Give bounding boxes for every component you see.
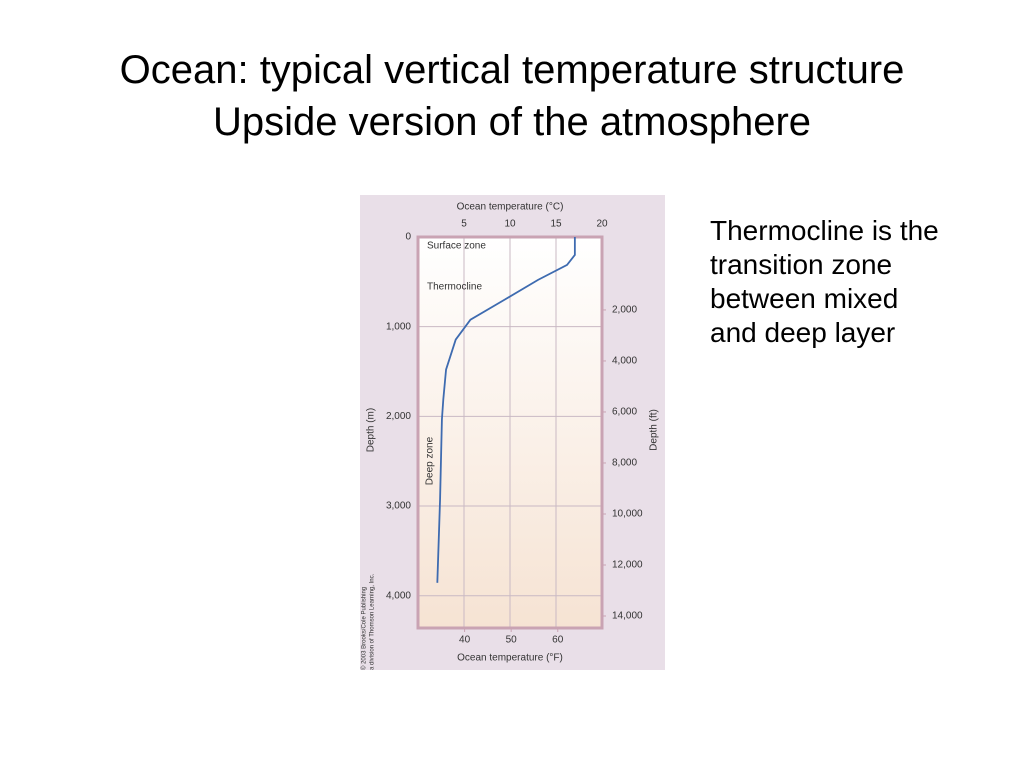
y2-axis-title: Depth (ft) [649,409,660,451]
y2-tick-label: 10,000 [612,509,643,520]
side-text: Thermocline is the transition zone betwe… [710,215,939,348]
y2-tick-label: 2,000 [612,305,637,316]
y-tick-label: 4,000 [386,590,411,601]
y2-tick-label: 8,000 [612,458,637,469]
x-axis-title: Ocean temperature (°C) [457,202,564,213]
y2-tick-label: 12,000 [612,560,643,571]
title-line: Upside version of the atmosphere [212,100,812,144]
y2-tick-label: 14,000 [612,611,643,622]
x-tick-label: 15 [550,219,562,230]
y-tick-label: 3,000 [386,501,411,512]
y2-tick-label: 4,000 [612,356,637,367]
line [436,237,576,583]
y2-tick-label: 6,000 [612,407,637,418]
y-tick-label: 2,000 [386,411,411,422]
annotation: Thermocline [427,282,482,293]
x-tick-label: 20 [596,219,608,230]
x2-tick-label: 40 [459,635,471,646]
x2-axis-title: Ocean temperature (°F) [457,653,563,664]
y-axis-title: Depth (m) [366,408,377,452]
x-tick-label: 5 [461,219,467,230]
x2-tick-label: 50 [506,635,518,646]
credit: a division of Thomson Learning, Inc. [370,573,376,670]
x-tick-label: 10 [504,219,516,230]
x2-tick-label: 60 [552,635,564,646]
annotation: Deep zone [425,436,436,485]
y-tick-label: 0 [405,232,411,243]
credit: © 2003 Brooks/Cole Publishing [361,587,368,670]
title-line: Ocean: typical vertical temperature stru… [119,48,905,92]
plot-frame [416,235,604,630]
y-tick-label: 1,000 [386,321,411,332]
annotation: Surface zone [427,241,486,252]
